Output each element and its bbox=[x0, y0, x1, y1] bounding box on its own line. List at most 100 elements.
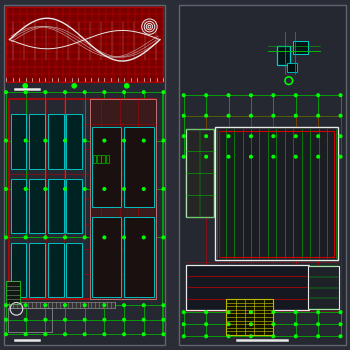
Circle shape bbox=[5, 318, 7, 321]
Circle shape bbox=[44, 333, 47, 336]
Circle shape bbox=[317, 323, 320, 326]
Circle shape bbox=[64, 304, 66, 307]
Circle shape bbox=[5, 139, 7, 142]
Circle shape bbox=[44, 236, 47, 239]
Bar bbox=[9, 99, 156, 299]
Circle shape bbox=[44, 304, 47, 307]
Bar bbox=[293, 41, 308, 55]
Circle shape bbox=[44, 91, 47, 93]
Circle shape bbox=[123, 318, 125, 321]
Circle shape bbox=[182, 135, 185, 138]
Circle shape bbox=[339, 311, 342, 314]
Bar bbox=[66, 114, 82, 169]
Circle shape bbox=[64, 91, 66, 93]
Circle shape bbox=[123, 139, 125, 142]
Circle shape bbox=[317, 114, 320, 117]
Circle shape bbox=[294, 94, 297, 97]
Circle shape bbox=[23, 84, 27, 88]
Circle shape bbox=[205, 114, 208, 117]
Bar bbox=[6, 281, 20, 304]
Circle shape bbox=[142, 139, 145, 142]
Circle shape bbox=[205, 335, 208, 338]
Circle shape bbox=[83, 139, 86, 142]
Circle shape bbox=[103, 333, 106, 336]
Circle shape bbox=[162, 318, 165, 321]
Circle shape bbox=[162, 304, 165, 307]
Circle shape bbox=[24, 139, 27, 142]
Circle shape bbox=[24, 236, 27, 239]
Circle shape bbox=[123, 236, 125, 239]
Circle shape bbox=[83, 91, 86, 93]
Bar bbox=[90, 99, 156, 299]
Circle shape bbox=[64, 139, 66, 142]
Circle shape bbox=[142, 318, 145, 321]
Circle shape bbox=[317, 335, 320, 338]
Circle shape bbox=[272, 335, 275, 338]
Circle shape bbox=[182, 311, 185, 314]
Circle shape bbox=[272, 114, 275, 117]
Circle shape bbox=[64, 333, 66, 336]
Circle shape bbox=[182, 94, 185, 97]
Circle shape bbox=[339, 155, 342, 158]
Circle shape bbox=[317, 94, 320, 97]
Circle shape bbox=[24, 318, 27, 321]
Circle shape bbox=[125, 84, 129, 88]
Bar bbox=[92, 217, 121, 298]
Circle shape bbox=[123, 304, 125, 307]
Circle shape bbox=[83, 333, 86, 336]
Circle shape bbox=[44, 139, 47, 142]
Circle shape bbox=[272, 94, 275, 97]
Circle shape bbox=[339, 323, 342, 326]
Circle shape bbox=[142, 304, 145, 307]
Bar bbox=[29, 179, 45, 233]
Circle shape bbox=[272, 311, 275, 314]
Circle shape bbox=[64, 318, 66, 321]
Circle shape bbox=[227, 155, 230, 158]
Circle shape bbox=[317, 155, 320, 158]
Circle shape bbox=[250, 135, 252, 138]
Circle shape bbox=[339, 135, 342, 138]
Circle shape bbox=[24, 91, 27, 93]
Bar bbox=[93, 155, 97, 163]
Bar bbox=[6, 7, 163, 82]
Circle shape bbox=[272, 155, 275, 158]
Circle shape bbox=[123, 91, 125, 93]
Circle shape bbox=[294, 323, 297, 326]
Bar bbox=[66, 243, 82, 298]
Circle shape bbox=[72, 84, 76, 88]
Circle shape bbox=[205, 311, 208, 314]
Circle shape bbox=[24, 304, 27, 307]
Circle shape bbox=[227, 335, 230, 338]
Circle shape bbox=[205, 155, 208, 158]
Circle shape bbox=[227, 114, 230, 117]
Circle shape bbox=[83, 188, 86, 190]
Circle shape bbox=[64, 188, 66, 190]
Circle shape bbox=[44, 188, 47, 190]
Circle shape bbox=[64, 236, 66, 239]
Bar bbox=[308, 266, 339, 309]
Circle shape bbox=[162, 139, 165, 142]
Bar bbox=[186, 265, 309, 310]
Bar bbox=[215, 127, 338, 260]
Bar bbox=[106, 155, 109, 163]
Circle shape bbox=[250, 311, 252, 314]
Bar bbox=[102, 155, 105, 163]
Circle shape bbox=[142, 236, 145, 239]
Circle shape bbox=[5, 91, 7, 93]
Circle shape bbox=[103, 139, 106, 142]
Bar bbox=[186, 130, 214, 217]
Bar bbox=[287, 63, 297, 72]
Circle shape bbox=[294, 114, 297, 117]
Circle shape bbox=[182, 114, 185, 117]
Bar bbox=[66, 179, 82, 233]
Circle shape bbox=[250, 335, 252, 338]
Circle shape bbox=[5, 304, 7, 307]
Circle shape bbox=[162, 333, 165, 336]
Circle shape bbox=[250, 114, 252, 117]
Bar bbox=[8, 308, 52, 332]
Bar bbox=[10, 179, 26, 233]
Circle shape bbox=[182, 335, 185, 338]
Circle shape bbox=[227, 311, 230, 314]
Bar bbox=[29, 243, 45, 298]
Circle shape bbox=[162, 236, 165, 239]
